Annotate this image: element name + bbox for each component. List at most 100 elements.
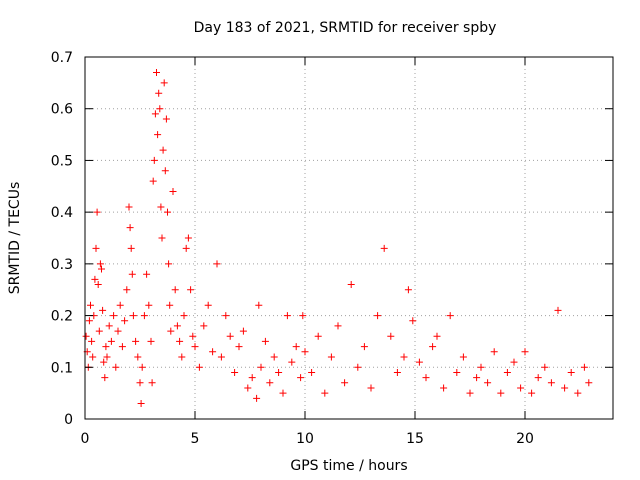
data-point [155, 89, 163, 97]
data-point [334, 322, 342, 330]
data-point [134, 353, 142, 361]
data-point [128, 270, 136, 278]
data-point [129, 312, 137, 320]
data-point [154, 131, 162, 139]
y-axis-label: SRMTID / TECUs [7, 182, 23, 295]
data-point [118, 343, 126, 351]
data-point [541, 363, 549, 371]
data-point [87, 301, 94, 309]
data-point [387, 332, 395, 340]
y-tick-label: 0 [64, 412, 73, 428]
data-point [126, 224, 134, 232]
data-point [308, 368, 316, 376]
y-tick-label: 0.2 [51, 309, 73, 325]
data-point [99, 306, 107, 314]
data-point [360, 343, 368, 351]
data-point [446, 312, 454, 320]
data-point [98, 265, 105, 273]
data-point [521, 348, 529, 356]
data-point [138, 363, 146, 371]
data-point [200, 322, 208, 330]
data-point [149, 177, 157, 185]
data-point [510, 358, 518, 366]
data-point [453, 368, 461, 376]
data-point [235, 343, 243, 351]
data-point [429, 343, 437, 351]
x-tick-label: 15 [406, 431, 424, 447]
data-point [415, 358, 423, 366]
data-point [261, 337, 269, 345]
data-point [89, 353, 97, 361]
data-point [466, 389, 474, 397]
data-point [184, 234, 192, 242]
data-point [270, 353, 278, 361]
data-point [148, 379, 156, 387]
data-point [143, 270, 151, 278]
data-point [166, 301, 174, 309]
data-point [167, 327, 175, 335]
data-point [266, 379, 274, 387]
data-point [191, 343, 199, 351]
data-point [121, 317, 129, 325]
y-tick-label: 0.4 [51, 205, 73, 221]
data-point [257, 363, 265, 371]
data-point [140, 312, 148, 320]
data-point [88, 337, 96, 345]
data-point [297, 374, 305, 382]
data-point [157, 203, 165, 211]
data-point [159, 146, 167, 154]
data-point [490, 348, 498, 356]
data-point [409, 317, 417, 325]
data-point [422, 374, 430, 382]
y-tick-label: 0.7 [51, 50, 73, 66]
data-point [94, 281, 102, 289]
data-point [477, 363, 485, 371]
data-point [156, 105, 164, 113]
data-point [226, 332, 234, 340]
data-point [301, 348, 309, 356]
data-point [580, 363, 588, 371]
data-point [160, 79, 168, 87]
data-point [354, 363, 362, 371]
data-point [182, 244, 190, 252]
data-point [380, 244, 388, 252]
data-point [292, 343, 300, 351]
data-point [173, 322, 181, 330]
x-tick-label: 0 [81, 431, 90, 447]
tick-labels: 0 0.1 0.2 0.3 0.4 0.5 0.6 0.7 0 5 10 15 20 [51, 50, 534, 447]
data-point [253, 394, 261, 402]
data-point [110, 312, 118, 320]
data-point [107, 337, 115, 345]
data-point [102, 343, 110, 351]
data-point [217, 353, 225, 361]
data-point [484, 379, 492, 387]
data-point [137, 399, 145, 407]
data-point [213, 260, 221, 268]
data-point [162, 115, 170, 123]
data-point [100, 358, 108, 366]
data-point [204, 301, 212, 309]
data-point [239, 327, 247, 335]
data-point [574, 389, 582, 397]
data-point [187, 286, 195, 294]
data-point [288, 358, 296, 366]
data-point [534, 374, 542, 382]
data-point [169, 187, 177, 195]
data-point [554, 306, 562, 314]
data-point [279, 389, 287, 397]
data-point [517, 384, 525, 392]
data-point [189, 332, 197, 340]
data-point [132, 337, 140, 345]
x-tick-label: 5 [191, 431, 200, 447]
data-point [136, 379, 144, 387]
y-tick-label: 0.3 [51, 257, 73, 273]
data-point [153, 69, 160, 77]
data-point [178, 353, 186, 361]
data-point [103, 353, 111, 361]
data-point [275, 368, 283, 376]
data-point [92, 244, 100, 252]
data-point [585, 379, 593, 387]
x-tick-label: 10 [296, 431, 314, 447]
